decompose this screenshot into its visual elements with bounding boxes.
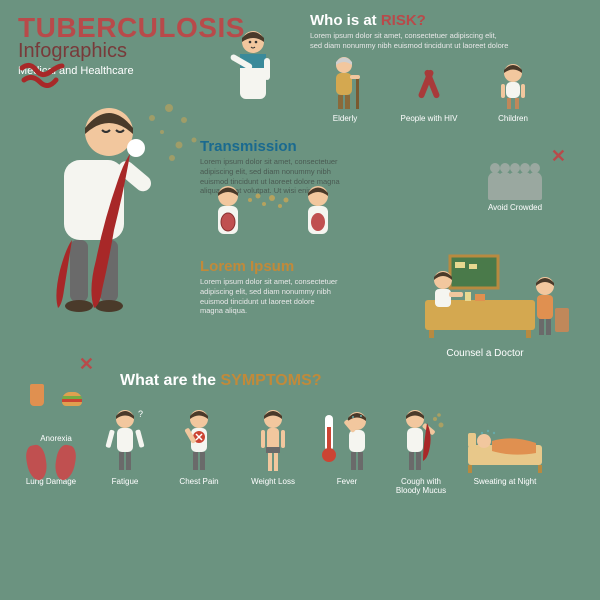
risk-item-hiv: People with HIV [394,55,464,123]
symptom-bloody-cough: Cough with Bloody Mucus [386,405,456,496]
risk-body: Lorem ipsum dolor sit amet, consectetuer… [310,31,508,51]
avoid-crowded-label: Avoid Crowded [470,203,560,212]
chest-pain-icon [174,407,224,475]
symptoms-heading: What are the SYMPTOMS? [120,372,322,390]
symptom-label: Weight Loss [251,478,295,487]
fatigue-icon: ? [100,407,150,475]
child-icon [493,61,533,111]
bloody-cough-icon [393,407,449,475]
transmission-heading: Transmission [200,138,340,155]
symptom-label: Sweating at Night [474,478,537,487]
counsel-doctor-icon [395,250,575,340]
risk-item-children: Children [478,55,548,123]
risk-items-row: Elderly People with HIV Children [310,55,548,123]
risk-section-header: Who is at RISK? Lorem ipsum dolor sit am… [310,12,508,51]
symptoms-section-header: What are the SYMPTOMS? [120,372,322,390]
risk-label-children: Children [498,114,528,123]
lorem-body: Lorem ipsum dolor sit amet, consectetuer… [200,277,365,316]
lungs-icon [27,439,75,484]
risk-label-hiv: People with HIV [401,114,458,123]
hiv-ribbon-icon [417,65,441,101]
counsel-doctor-box: Counsel a Doctor [395,250,575,359]
symptoms-heading-pre: What are the [120,372,220,389]
symptom-chest-pain: Chest Pain [164,405,234,496]
x-mark-icon: ✕ [79,354,94,375]
risk-item-elderly: Elderly [310,55,380,123]
symptom-label: Chest Pain [179,478,218,487]
svg-text:?: ? [138,409,143,419]
night-sweat-icon [462,419,548,475]
elderly-icon [320,55,370,111]
risk-heading-accent: RISK? [381,12,426,29]
transmission-icon [200,182,350,262]
risk-heading: Who is at RISK? [310,12,508,29]
germ-squiggle-icon [18,60,68,88]
crowd-icon [490,172,540,200]
x-mark-icon: ✕ [551,146,566,167]
symptom-fatigue: ? Fatigue [90,405,160,496]
symptoms-row: Lung Damage ? Fatigue Chest Pain [16,405,550,496]
symptom-label: Fever [337,478,357,487]
risk-heading-pre: Who is at [310,12,381,29]
burger-icon [62,392,82,406]
fever-icon [319,407,375,475]
symptom-fever: Fever [312,405,382,496]
lorem-heading: Lorem Ipsum [200,258,365,275]
coughing-man-icon [24,90,204,320]
doctor-pointing-icon [218,24,288,114]
lorem-section: Lorem Ipsum Lorem ipsum dolor sit amet, … [200,258,365,316]
avoid-crowded-box: ✕ Avoid Crowded [470,150,560,212]
symptom-weight-loss: Weight Loss [238,405,308,496]
symptoms-heading-accent: SYMPTOMS? [220,372,321,389]
weight-loss-icon [248,407,298,475]
symptom-label: Cough with Bloody Mucus [396,478,446,496]
counsel-doctor-label: Counsel a Doctor [395,348,575,359]
symptom-label: Fatigue [112,478,139,487]
risk-label-elderly: Elderly [333,114,357,123]
symptom-lung-damage: Lung Damage [16,405,86,496]
drink-icon [30,384,44,406]
symptom-night-sweat: Sweating at Night [460,405,550,496]
